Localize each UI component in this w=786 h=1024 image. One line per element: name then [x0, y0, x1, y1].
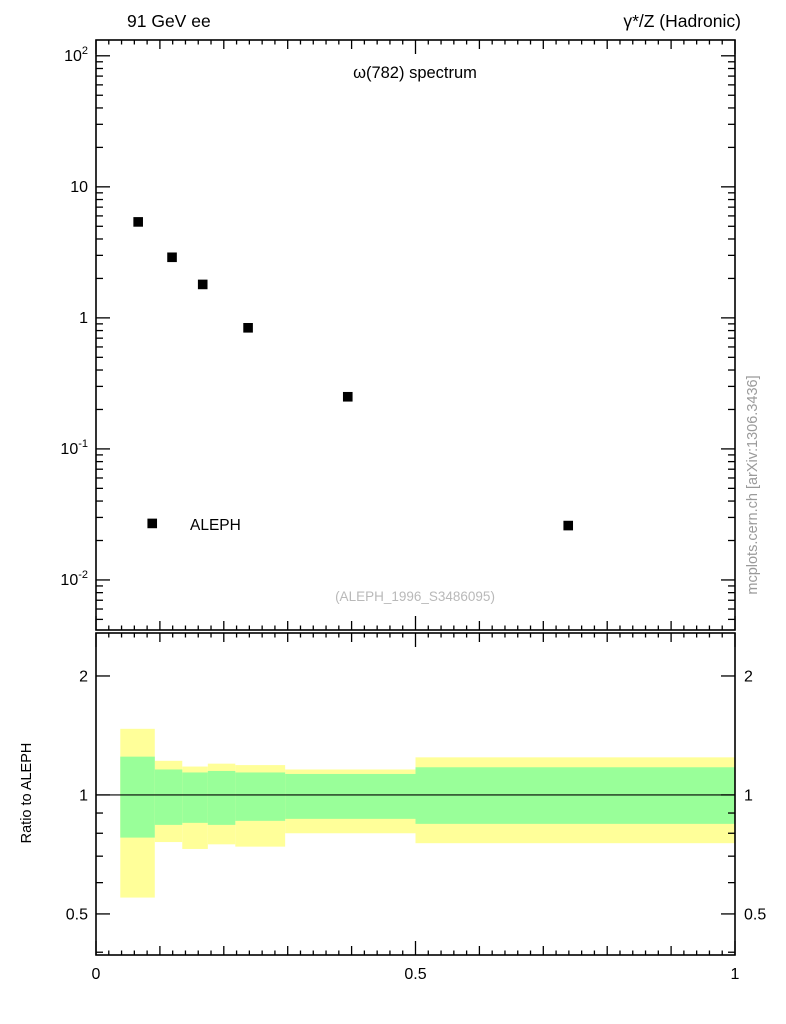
main-y-tick-label: 10-2: [60, 569, 88, 589]
tick-labels-layer: 102 10 1 10-1 10-2 2 2 1 1 0.5 0.5 0 0.5 1: [60, 45, 766, 983]
axes-layer: [95, 39, 736, 956]
x-tick-label: 0: [92, 966, 101, 983]
ratio-y-tick-label-right: 0.5: [744, 906, 766, 923]
uncertainty-band-inner: [154, 769, 183, 825]
main-y-tick-label: 10-1: [60, 438, 88, 458]
beam-energy-label: 91 GeV ee: [127, 11, 211, 31]
data-points-layer: [133, 217, 574, 531]
uncertainty-band-inner: [182, 772, 208, 823]
uncertainty-band-inner: [285, 773, 416, 819]
x-tick-label: 1: [731, 966, 740, 983]
main-panel-frame: [95, 39, 736, 631]
data-point: [133, 217, 143, 227]
x-tick-label: 0.5: [404, 966, 426, 983]
main-y-tick-label: 10: [70, 179, 88, 196]
ratio-y-tick-label-right: 1: [744, 787, 753, 804]
legend-marker: [147, 518, 158, 529]
uncertainty-band-inner: [415, 767, 735, 824]
data-point: [563, 520, 574, 531]
plot-title: ω(782) spectrum: [353, 64, 477, 82]
data-point: [243, 322, 253, 333]
ratio-axis-label: Ratio to ALEPH: [19, 743, 35, 844]
data-point: [167, 252, 177, 263]
analysis-id-watermark: (ALEPH_1996_S3486095): [335, 589, 495, 604]
uncertainty-band-inner: [207, 770, 236, 825]
ratio-y-tick-label: 2: [79, 668, 88, 685]
data-point: [342, 391, 353, 402]
uncertainty-band-inner: [235, 772, 286, 821]
ratio-y-tick-label-right: 2: [744, 668, 753, 685]
mcplots-attribution: mcplots.cern.ch [arXiv:1306.3436]: [745, 375, 761, 594]
ratio-y-tick-label: 0.5: [66, 906, 88, 923]
main-y-tick-label: 102: [64, 45, 88, 65]
data-point: [197, 279, 208, 290]
ratio-y-tick-label: 1: [79, 787, 88, 804]
process-label: γ*/Z (Hadronic): [623, 11, 741, 31]
legend-label: ALEPH: [190, 517, 241, 534]
ratio-bands-layer: [96, 728, 735, 898]
uncertainty-band-inner: [120, 756, 155, 838]
main-y-tick-label: 1: [79, 310, 88, 327]
